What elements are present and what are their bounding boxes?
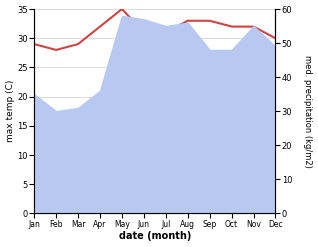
X-axis label: date (month): date (month) [119, 231, 191, 242]
Y-axis label: max temp (C): max temp (C) [5, 80, 15, 143]
Y-axis label: med. precipitation (kg/m2): med. precipitation (kg/m2) [303, 55, 313, 168]
